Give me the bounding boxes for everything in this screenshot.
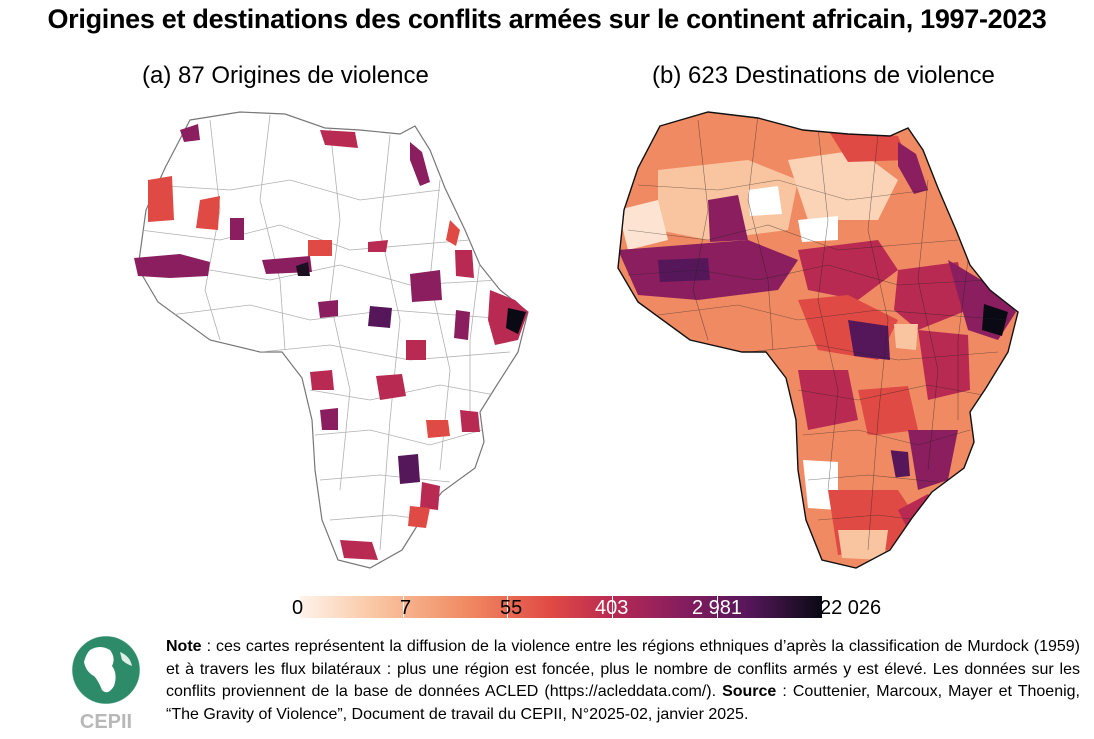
region-shape — [308, 240, 332, 256]
note-label: Note — [166, 638, 202, 655]
legend-label-55: 55 — [500, 597, 523, 619]
chart-title: Origines et destinations des conflits ar… — [47, 4, 1047, 34]
region-shape — [658, 258, 710, 282]
region-shape — [134, 254, 210, 278]
region-shape — [426, 420, 450, 438]
region-shape — [376, 374, 406, 400]
footnote: Note : ces cartes représentent la diffus… — [166, 636, 1080, 726]
legend-label-22026: 22 026 — [820, 597, 882, 619]
region-shape — [798, 240, 898, 300]
region-shape — [894, 324, 918, 350]
region-shape — [148, 176, 174, 222]
region-shape — [406, 340, 426, 360]
region-shape — [368, 306, 392, 328]
map-origins — [134, 111, 529, 569]
region-shape — [618, 200, 668, 250]
region-shape — [398, 454, 420, 484]
map-b-caption: (b) 623 Destinations de violence — [652, 62, 995, 89]
color-legend: 0 7 55 403 2 981 22 026 — [280, 594, 890, 624]
region-shape — [798, 216, 838, 242]
cepii-logo: CEPII — [68, 632, 148, 733]
region-shape — [408, 506, 430, 528]
region-shape — [230, 218, 244, 240]
legend-label-2981: 2 981 — [692, 597, 743, 619]
region-shape — [982, 304, 1008, 336]
region-shape — [798, 370, 858, 430]
region-shape — [838, 530, 888, 560]
africa-outline-a — [137, 111, 529, 569]
legend-label-0: 0 — [292, 597, 304, 619]
region-shape — [908, 430, 958, 490]
region-shape — [788, 150, 898, 220]
region-shape — [310, 370, 334, 390]
region-shape — [506, 308, 526, 334]
region-shape — [340, 540, 378, 560]
region-shape — [894, 262, 968, 330]
region-shape — [320, 130, 358, 148]
region-shape — [410, 142, 430, 186]
region-shape — [368, 240, 388, 252]
region-shape — [454, 310, 470, 340]
source-text: : Couttenier, Marcoux, Mayer et Thoenig,… — [166, 683, 1081, 723]
region-shape — [318, 300, 338, 318]
region-shape — [918, 330, 970, 400]
map-a-caption: (a) 87 Origines de violence — [142, 62, 429, 89]
region-shape — [460, 410, 480, 432]
region-shape — [708, 195, 748, 242]
region-shape — [196, 196, 220, 230]
region-shape — [420, 482, 440, 510]
region-shape — [446, 220, 460, 246]
legend-label-7: 7 — [400, 597, 412, 619]
region-shape — [180, 124, 200, 142]
region-shape — [296, 262, 310, 276]
legend-tick — [612, 596, 613, 618]
source-label: Source — [722, 683, 777, 700]
region-shape — [748, 186, 782, 216]
logo-text: CEPII — [80, 711, 132, 732]
legend-tick — [717, 596, 718, 618]
region-shape — [858, 386, 918, 436]
legend-color-bar — [300, 596, 822, 618]
africa-outline-b — [617, 111, 1019, 569]
region-shape — [320, 408, 338, 430]
note-text: : ces cartes représentent la diffusion d… — [166, 638, 1080, 700]
region-shape — [898, 142, 928, 194]
origin-regions — [134, 124, 528, 560]
region-shape — [828, 130, 908, 162]
globe-icon: CEPII — [71, 635, 141, 733]
legend-tick — [507, 596, 508, 618]
legend-tick — [403, 596, 404, 618]
legend-label-403: 403 — [595, 597, 629, 619]
region-shape — [410, 270, 442, 302]
map-destinations — [617, 111, 1019, 569]
region-shape — [455, 250, 474, 278]
region-shape — [848, 320, 890, 360]
